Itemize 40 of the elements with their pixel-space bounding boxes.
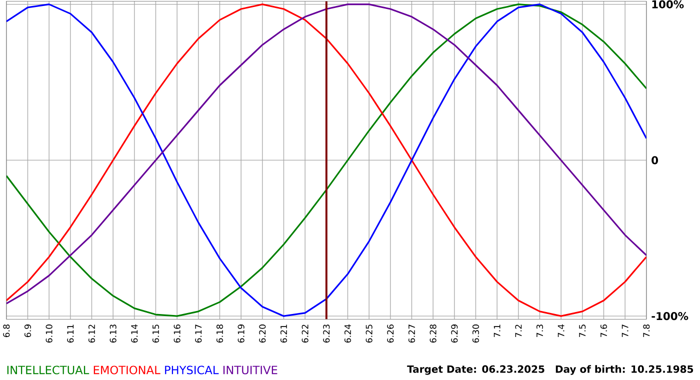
x-tick-label: 6.16 [174, 324, 180, 343]
x-tick-label: 6.11 [67, 324, 74, 343]
text: Target Date: 06.23.2025 [407, 365, 544, 375]
x-tick-label: 6.21 [280, 324, 288, 343]
x-tick-label: 7.6 [600, 324, 608, 337]
x-tick-label: 6.29 [451, 324, 458, 343]
text: INTUITIVE [223, 366, 278, 374]
x-tick-label: 7.7 [622, 324, 628, 337]
x-tick-label: 6.28 [430, 324, 436, 343]
x-tick-label: 6.22 [302, 324, 308, 343]
x-tick-label: 6.30 [472, 324, 480, 343]
x-tick-label: 7.5 [579, 324, 586, 337]
x-tick-label: 6.27 [408, 324, 416, 343]
y-tick-label: 100% [652, 0, 684, 8]
x-tick-label: 6.19 [238, 324, 244, 343]
y-tick-label: -100% [652, 312, 688, 320]
x-tick-label: 6.15 [152, 324, 160, 343]
x-tick-label: 7.1 [494, 324, 500, 337]
text: PHYSICAL [165, 366, 219, 374]
text: EMOTIONAL [94, 366, 160, 374]
x-tick-label: 6.9 [24, 324, 32, 338]
y-tick-label: 0 [652, 156, 658, 164]
text: INTELLECTUAL [7, 366, 90, 374]
x-tick-label: 7.3 [536, 324, 544, 337]
x-tick-label: 6.25 [366, 324, 372, 343]
x-tick-label: 6.10 [46, 324, 52, 343]
text: Day of birth: 10.25.1985 [556, 365, 694, 375]
x-tick-label: 6.13 [110, 324, 116, 343]
x-tick-label: 6.12 [88, 324, 96, 343]
x-tick-label: 6.17 [195, 324, 202, 343]
x-tick-label: 6.20 [259, 324, 266, 343]
x-tick-label: 6.8 [3, 324, 10, 338]
x-tick-label: 6.14 [131, 324, 138, 343]
x-tick-label: 7.4 [558, 324, 564, 337]
x-tick-label: 6.24 [344, 324, 352, 343]
x-tick-label: 6.26 [387, 324, 394, 343]
x-tick-label: 6.23 [323, 324, 330, 343]
x-tick-label: 7.8 [643, 324, 650, 337]
x-tick-label: 6.18 [216, 324, 224, 343]
x-tick-label: 7.2 [515, 324, 522, 337]
